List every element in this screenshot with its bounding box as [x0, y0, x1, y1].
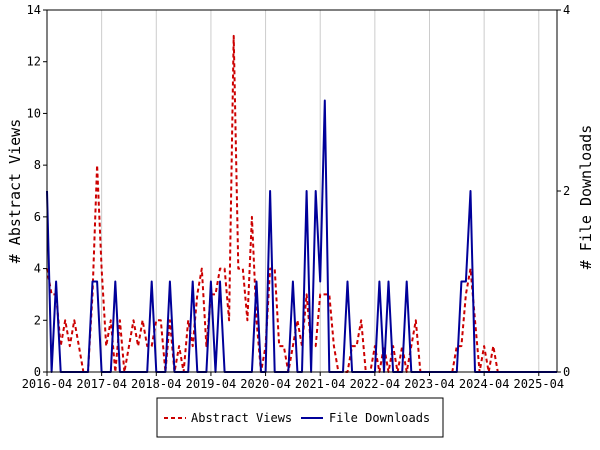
y2-tick-label: 2 [563, 184, 570, 198]
x-tick-label: 2019-04 [186, 377, 237, 391]
x-tick-label: 2018-04 [131, 377, 182, 391]
series-lines [46, 34, 557, 373]
x-tick-label: 2025-04 [513, 377, 564, 391]
x-tick-label: 2023-04 [404, 377, 455, 391]
legend-label-abstract-views: Abstract Views [191, 411, 292, 425]
y-tick-label: 4 [34, 262, 41, 276]
right-axis: 0 2 4 [557, 3, 570, 379]
x-tick-label: 2020-04 [240, 377, 291, 391]
gridlines [46, 10, 540, 372]
y-tick-label: 8 [34, 158, 41, 172]
series-line-abstract-views [46, 34, 557, 373]
y-axis-title: # Abstract Views [6, 119, 24, 264]
x-tick-label: 2024-04 [459, 377, 510, 391]
y-tick-label: 0 [34, 365, 41, 379]
series-line-file-downloads [46, 99, 557, 373]
y-tick-label: 14 [27, 3, 41, 17]
x-tick-label: 2016-04 [22, 377, 73, 391]
x-tick-label: 2017-04 [76, 377, 127, 391]
x-tick-label: 2021-04 [295, 377, 346, 391]
y2-tick-label: 4 [563, 3, 570, 17]
y-tick-label: 10 [27, 106, 41, 120]
y2-axis-title: # File Downloads [577, 125, 595, 270]
y-tick-label: 2 [34, 313, 41, 327]
legend-label-file-downloads: File Downloads [329, 411, 430, 425]
y2-tick-label: 0 [563, 365, 570, 379]
legend-box [156, 397, 444, 438]
y-tick-label: 12 [27, 55, 41, 69]
plot-frame [46, 9, 558, 373]
x-tick-label: 2022-04 [350, 377, 401, 391]
y-tick-label: 6 [34, 210, 41, 224]
x-axis: 2016-04 2017-04 2018-04 2019-04 2020-04 2021-… [22, 372, 564, 391]
legend: Abstract Views File Downloads [156, 397, 444, 438]
left-axis: 0 2 4 6 8 10 12 14 [27, 3, 47, 379]
